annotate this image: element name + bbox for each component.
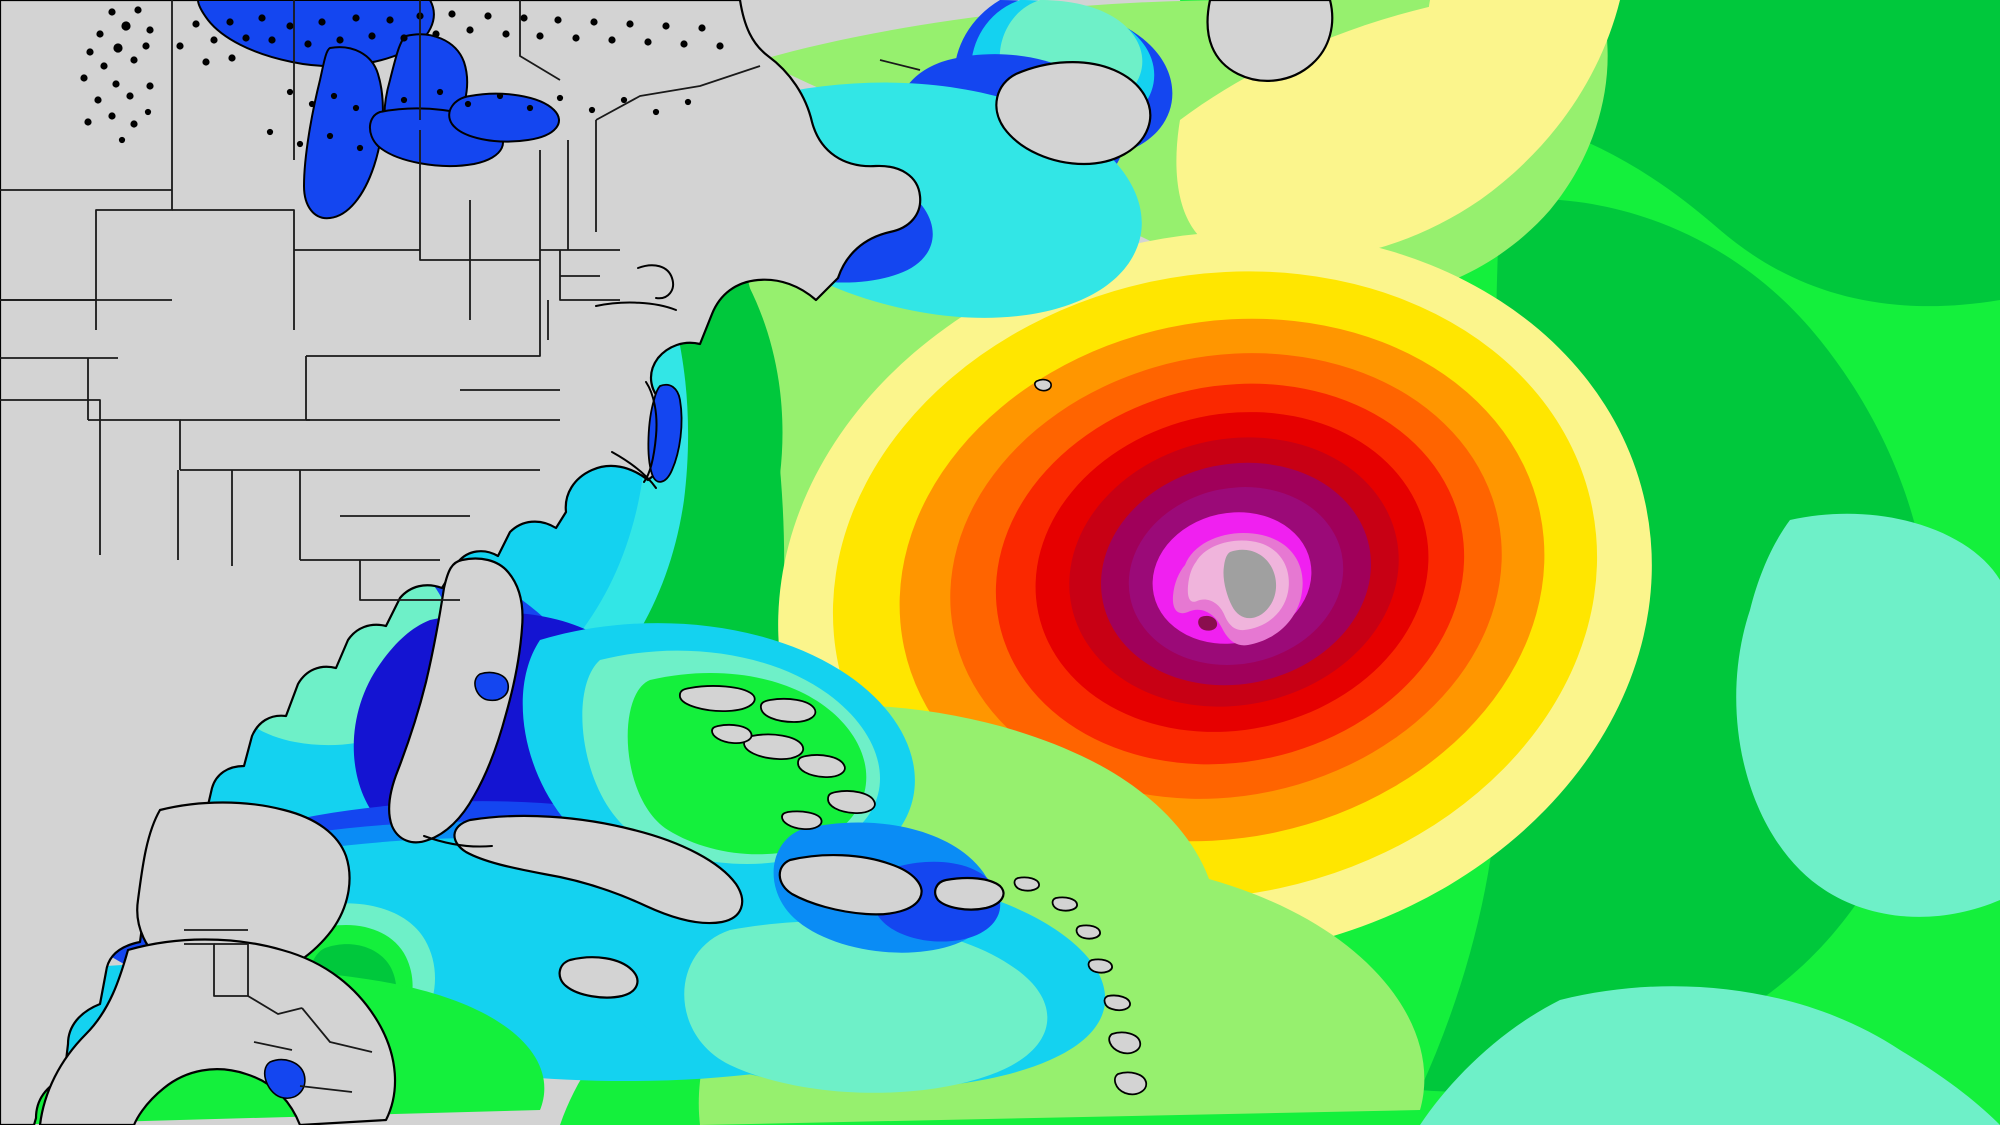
border-nicaragua-costarica (299, 1085, 353, 1093)
coast-outer-banks (611, 451, 657, 489)
band-aqua-carib-east (684, 921, 1048, 1093)
lake-nicaragua (264, 1058, 306, 1099)
land-nova-scotia (995, 61, 1152, 166)
landmass-layer (0, 0, 1334, 1125)
land-jamaica (558, 956, 639, 999)
coastline-detail (423, 264, 677, 848)
coast-florida-keys (423, 835, 493, 848)
coast-long-island (595, 301, 677, 311)
land-lesser-antilles (1013, 876, 1148, 1096)
storm-eye-center (1223, 549, 1277, 619)
land-puerto-rico (934, 876, 1005, 911)
border-quebec-ontario (519, 0, 561, 81)
political-borders (0, 0, 921, 1093)
land-newfoundland (1206, 0, 1334, 82)
border-us-midwest-3 (419, 130, 540, 261)
border-honduras-nicaragua (301, 1007, 373, 1053)
band-aquamarine-southeast (1420, 986, 2000, 1125)
land-central-america (38, 938, 397, 1125)
border-guatemala-honduras (247, 995, 303, 1015)
border-us-ar (88, 419, 181, 470)
border-el-salvador (253, 1041, 293, 1051)
land-bahamas (678, 685, 876, 831)
coast-chesapeake-detail (643, 381, 658, 483)
small-lakes-scatter (80, 6, 724, 152)
border-mexico-guatemala (184, 943, 248, 997)
land-florida (388, 557, 524, 844)
border-us-fl-line (359, 560, 460, 601)
land-cuba (453, 814, 744, 925)
border-guatemala-belize (214, 943, 249, 996)
border-us-midwest-1 (172, 209, 295, 330)
border-us-vertical-1 (95, 0, 173, 330)
lake-okeechobee (474, 671, 510, 702)
lake-michigan (302, 46, 384, 220)
border-us-ct-ri (559, 250, 620, 301)
land-hispaniola (778, 854, 923, 916)
land-yucatan (136, 801, 351, 986)
hurricane-contour-stack (778, 231, 1652, 959)
border-us-penn (306, 250, 541, 357)
band-aquamarine-far-east (1736, 513, 2000, 917)
border-canada-us (595, 65, 761, 121)
eye-secondary-dot (1198, 615, 1218, 631)
border-us-tx-ok (0, 399, 101, 470)
land-bermuda (1034, 378, 1052, 392)
coast-cape-cod (637, 264, 674, 300)
band-paleyellow-ne-spur (1427, 0, 1580, 102)
inland-water-layer (80, 0, 724, 1099)
border-quebec-nb (879, 59, 921, 71)
